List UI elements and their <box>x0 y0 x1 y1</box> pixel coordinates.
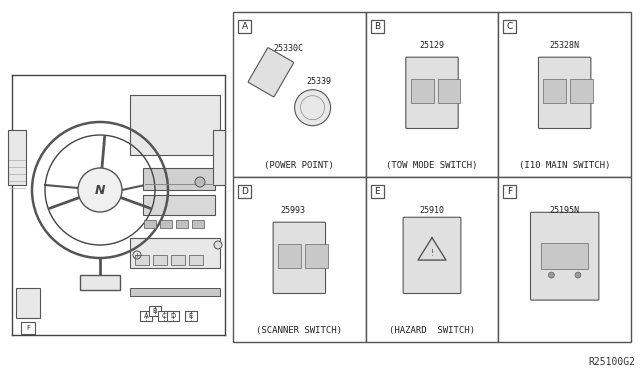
Bar <box>305 244 328 268</box>
Text: (POWER POINT): (POWER POINT) <box>264 160 334 170</box>
Bar <box>158 311 170 321</box>
Bar <box>365 177 499 342</box>
Bar <box>278 244 301 268</box>
Bar <box>411 79 433 103</box>
Bar <box>238 20 251 33</box>
Bar <box>130 238 220 268</box>
Bar <box>153 255 167 265</box>
Bar <box>160 220 172 228</box>
Text: A: A <box>143 313 148 319</box>
FancyBboxPatch shape <box>406 57 458 128</box>
Text: F: F <box>508 187 513 196</box>
Bar <box>233 177 365 342</box>
Bar <box>541 243 588 269</box>
Text: R25100G2: R25100G2 <box>588 357 635 367</box>
Circle shape <box>214 241 222 249</box>
Bar <box>213 130 225 185</box>
Bar <box>570 79 593 103</box>
Text: C: C <box>507 22 513 31</box>
Text: 25330C: 25330C <box>274 44 304 53</box>
Bar <box>543 79 566 103</box>
Text: E: E <box>374 187 380 196</box>
Text: 25129: 25129 <box>419 41 445 49</box>
Bar <box>149 306 161 316</box>
Text: 25993: 25993 <box>280 205 305 215</box>
Text: (SCANNER SWITCH): (SCANNER SWITCH) <box>257 326 342 334</box>
Text: 25195N: 25195N <box>550 205 580 215</box>
Bar <box>21 322 35 334</box>
Bar <box>238 185 251 198</box>
Bar <box>143 195 215 215</box>
Bar <box>176 220 188 228</box>
Bar <box>8 130 26 185</box>
Text: 25910: 25910 <box>419 205 445 215</box>
Bar <box>503 20 516 33</box>
Circle shape <box>294 90 331 126</box>
Bar <box>192 220 204 228</box>
Bar <box>144 220 156 228</box>
Bar <box>499 12 631 177</box>
Text: B: B <box>374 22 380 31</box>
FancyBboxPatch shape <box>248 48 294 97</box>
Bar <box>371 185 383 198</box>
Bar <box>371 20 383 33</box>
Text: (I10 MAIN SWITCH): (I10 MAIN SWITCH) <box>519 160 611 170</box>
Text: A: A <box>241 22 248 31</box>
Text: D: D <box>241 187 248 196</box>
FancyBboxPatch shape <box>531 212 599 300</box>
Bar <box>167 311 179 321</box>
Bar <box>135 255 149 265</box>
Bar <box>233 12 365 177</box>
Text: F: F <box>26 325 30 331</box>
Text: B: B <box>152 308 157 314</box>
Text: 25339: 25339 <box>307 77 332 86</box>
Text: !: ! <box>430 248 434 257</box>
Text: N: N <box>95 183 105 196</box>
Bar <box>233 12 631 342</box>
Bar <box>16 288 40 318</box>
Bar <box>365 12 499 177</box>
Circle shape <box>78 168 122 212</box>
FancyBboxPatch shape <box>403 217 461 294</box>
Text: (HAZARD  SWITCH): (HAZARD SWITCH) <box>389 326 475 334</box>
Text: E: E <box>189 313 193 319</box>
Text: (TOW MODE SWITCH): (TOW MODE SWITCH) <box>387 160 477 170</box>
FancyBboxPatch shape <box>538 57 591 128</box>
Bar <box>0 0 233 372</box>
Text: 25328N: 25328N <box>550 41 580 49</box>
Bar <box>438 79 460 103</box>
Bar <box>171 255 185 265</box>
Bar <box>130 95 220 155</box>
Bar <box>140 311 152 321</box>
Text: C: C <box>162 313 166 319</box>
Circle shape <box>548 272 554 278</box>
Bar <box>499 177 631 342</box>
Bar <box>80 275 120 290</box>
Bar <box>189 255 203 265</box>
Circle shape <box>195 177 205 187</box>
Bar <box>143 168 215 190</box>
Text: D: D <box>170 313 175 319</box>
Circle shape <box>575 272 581 278</box>
Bar <box>503 185 516 198</box>
Bar <box>185 311 197 321</box>
FancyBboxPatch shape <box>273 222 326 294</box>
Bar <box>130 288 220 296</box>
